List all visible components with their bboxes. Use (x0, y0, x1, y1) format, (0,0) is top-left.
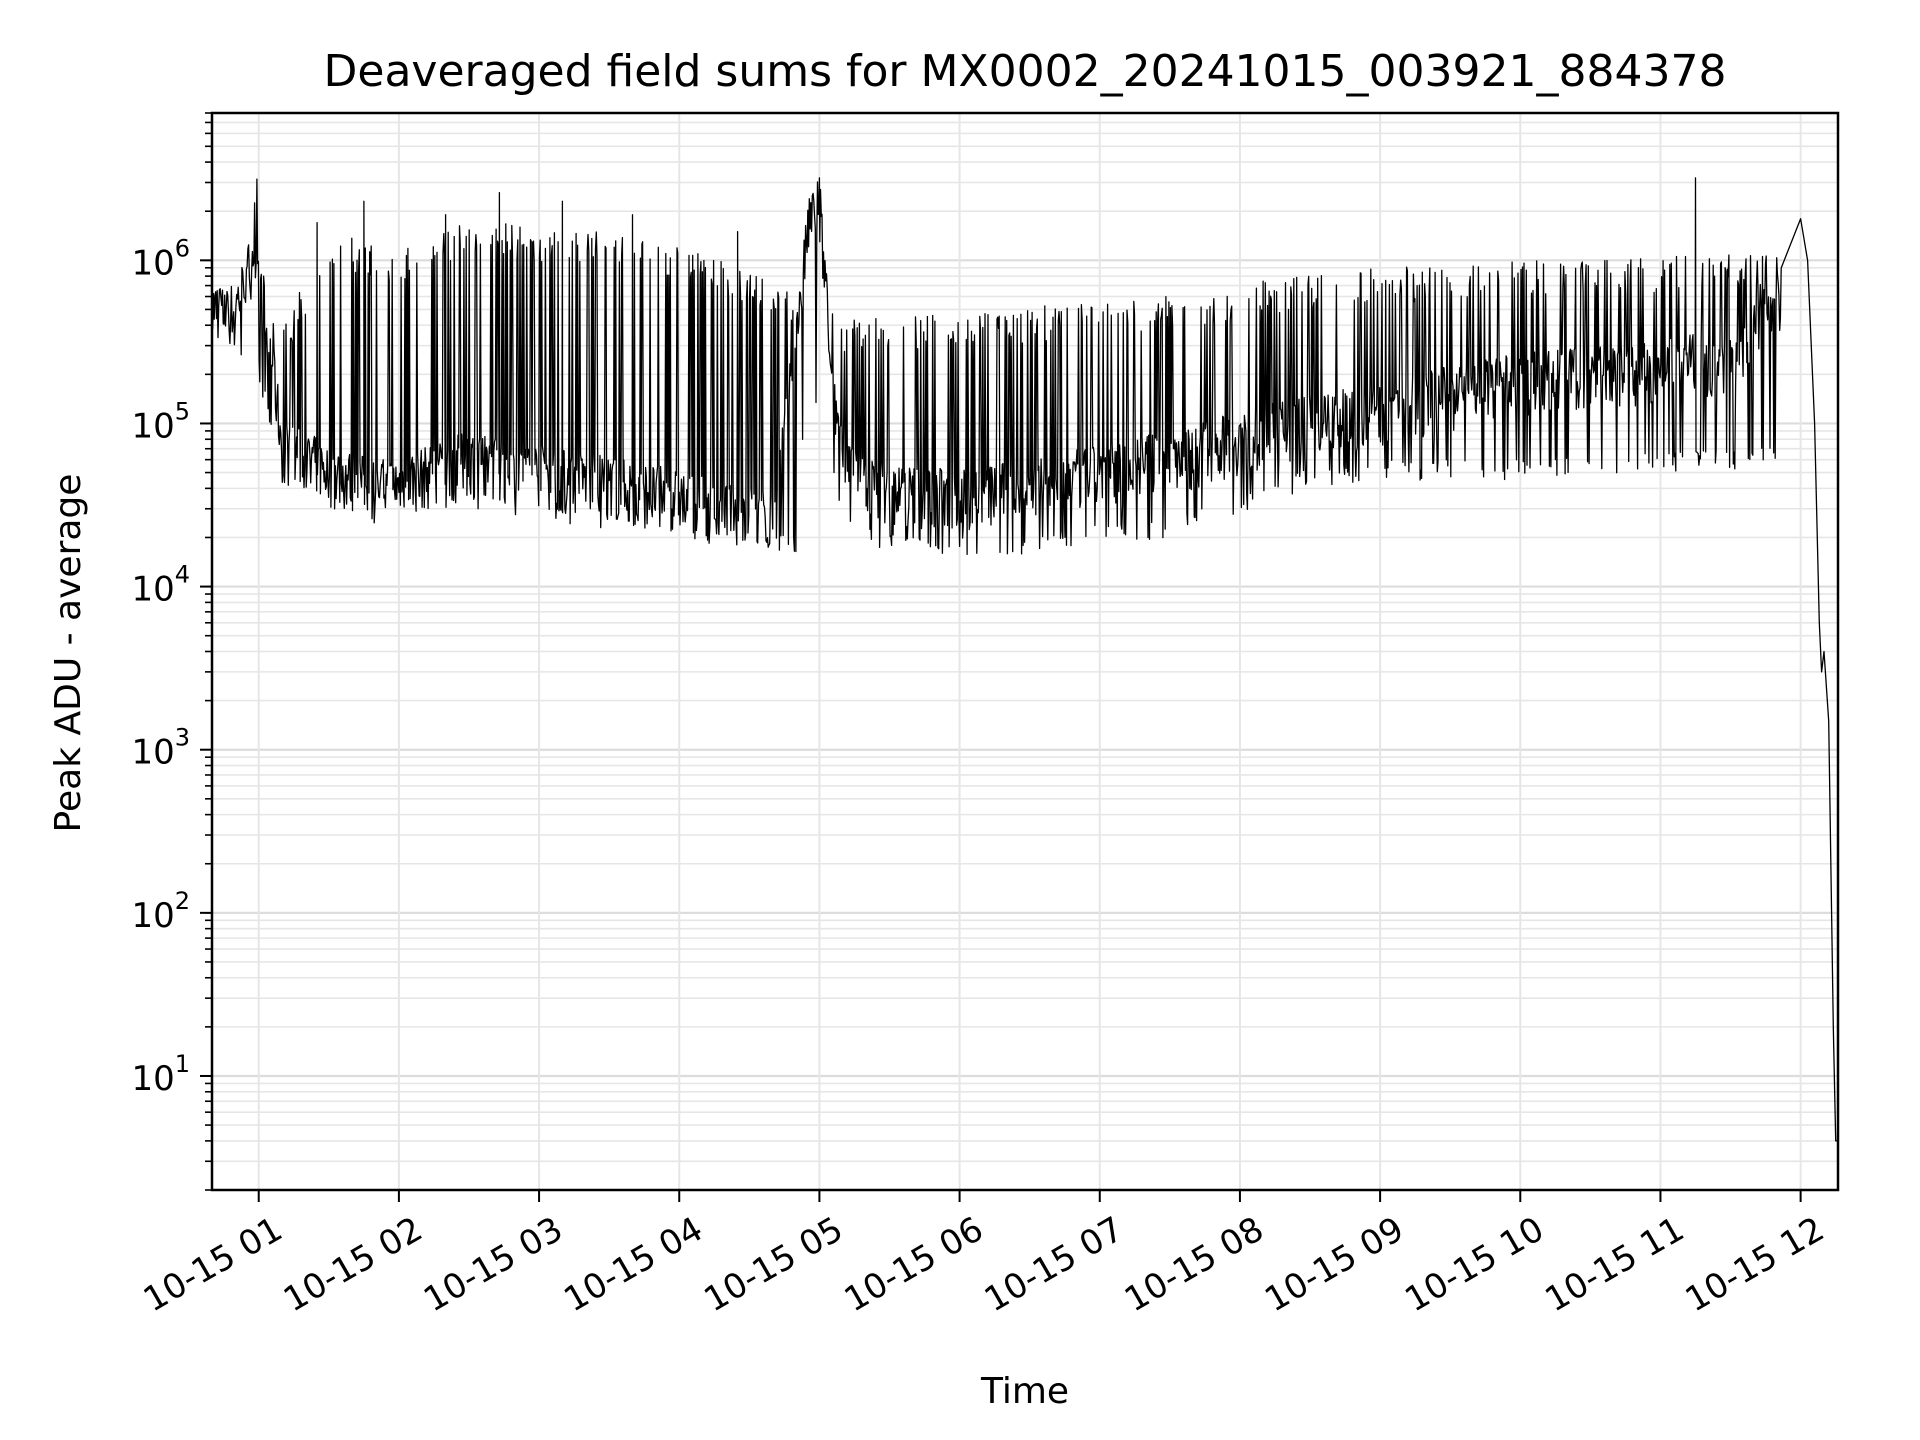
y-tick-label: 106 (131, 234, 190, 283)
chart-title: Deaveraged field sums for MX0002_2024101… (324, 46, 1727, 97)
grid (212, 112, 1838, 1191)
y-tick-label: 104 (131, 561, 190, 610)
y-tick-label: 101 (131, 1050, 190, 1099)
y-tick-label: 103 (131, 724, 190, 773)
x-axis-label: Time (980, 1371, 1069, 1412)
y-tick-label: 105 (131, 397, 190, 446)
y-tick-label: 102 (131, 887, 190, 936)
series-path (211, 177, 1838, 1142)
y-axis-label: Peak ADU - average (48, 474, 89, 833)
series-line (211, 177, 1838, 1142)
